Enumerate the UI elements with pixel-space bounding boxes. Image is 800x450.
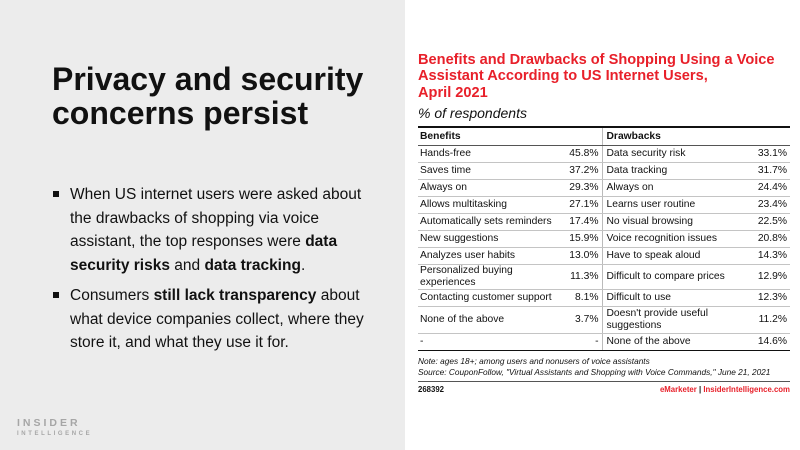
benefit-label: Always on xyxy=(418,179,556,198)
benefit-label: Personalized buying experiences xyxy=(418,264,556,291)
benefits-drawbacks-table: Benefits Drawbacks Hands-free 45.8% Data s… xyxy=(418,125,791,352)
benefits-header: Benefits xyxy=(418,125,602,147)
drawback-percent: 24.4% xyxy=(750,179,791,198)
logo-line-1: INSIDER xyxy=(17,417,81,429)
benefit-percent: 11.3% xyxy=(556,264,602,291)
benefit-label: Allows multitasking xyxy=(418,196,556,215)
benefit-percent: - xyxy=(556,333,602,352)
drawback-percent: 31.7% xyxy=(750,162,791,181)
bullet-emphasis: data tracking xyxy=(204,256,301,274)
benefit-label: - xyxy=(418,333,556,352)
table-row: Contacting customer support 8.1% Difficult… xyxy=(418,289,791,308)
left-panel: Privacy and security concerns persist Wh… xyxy=(0,0,405,450)
benefit-label: Analyzes user habits xyxy=(418,247,556,266)
benefit-percent: 15.9% xyxy=(556,230,602,249)
benefit-label: Saves time xyxy=(418,162,556,181)
slide-title: Privacy and security concerns persist xyxy=(52,61,364,131)
drawback-label: Doesn't provide useful suggestions xyxy=(601,306,750,335)
bullet-text: When US internet users were asked about … xyxy=(70,186,362,250)
table-row: New suggestions 15.9% Voice recognition is… xyxy=(418,230,791,249)
benefit-percent: 13.0% xyxy=(556,247,602,266)
drawback-label: Always on xyxy=(601,179,750,198)
bullet-text: Consumers xyxy=(70,287,154,304)
drawback-label: Difficult to compare prices xyxy=(601,264,750,291)
table-header-row: Benefits Drawbacks xyxy=(418,125,791,147)
bullet-text: about what device companies collect, whe… xyxy=(70,287,364,351)
bullet-text: . xyxy=(300,256,306,274)
chart-panel: Benefits and Drawbacks of Shopping Using… xyxy=(418,52,791,394)
drawback-label: None of the above xyxy=(601,333,750,352)
benefit-percent: 45.8% xyxy=(556,145,602,164)
table-row: None of the above 3.7% Doesn't provide use… xyxy=(418,306,791,335)
chart-note: Note: ages 18+; among users and nonusers… xyxy=(418,356,650,367)
table-row: Personalized buying experiences 11.3% Diff… xyxy=(418,264,791,291)
bullet-item: When US internet users were asked about … xyxy=(52,183,370,277)
benefit-label: Hands-free xyxy=(418,145,556,164)
chart-title: Benefits and Drawbacks of Shopping Using… xyxy=(418,52,790,101)
logo-line-2: INTELLIGENCE xyxy=(17,430,93,437)
bullet-square-icon xyxy=(53,292,59,298)
benefit-percent: 27.1% xyxy=(556,196,602,215)
brand-separator: | xyxy=(698,385,702,395)
table-row: Automatically sets reminders 17.4% No visu… xyxy=(418,213,791,232)
bullet-item: Consumers still lack transparency about … xyxy=(52,284,370,355)
benefit-label: New suggestions xyxy=(418,230,556,249)
table-row: Hands-free 45.8% Data security risk 33.1% xyxy=(418,145,791,164)
drawback-percent: 20.8% xyxy=(750,230,791,249)
benefit-label: None of the above xyxy=(418,306,556,335)
table-row: Always on 29.3% Always on 24.4% xyxy=(418,179,791,198)
chart-notes: Note: ages 18+; among users and nonusers… xyxy=(418,356,790,377)
chart-footer: 268392 eMarketer | InsiderIntelligence.c… xyxy=(418,381,790,394)
bullet-square-icon xyxy=(53,191,59,197)
drawback-label: Learns user routine xyxy=(601,196,750,215)
table-row: Analyzes user habits 13.0% Have to speak a… xyxy=(418,247,791,266)
drawback-percent: 22.5% xyxy=(750,213,791,232)
bullet-emphasis: still lack transparency xyxy=(153,287,317,304)
benefit-label: Contacting customer support xyxy=(418,289,556,308)
benefit-label: Automatically sets reminders xyxy=(418,213,556,232)
drawback-label: Data tracking xyxy=(601,162,750,181)
drawback-label: Difficult to use xyxy=(601,289,750,308)
drawback-label: Have to speak aloud xyxy=(601,247,750,266)
chart-id: 268392 xyxy=(418,385,445,395)
bullet-text: and xyxy=(169,256,205,274)
brand-insider: InsiderIntelligence.com xyxy=(703,385,790,395)
chart-title-line: Assistant According to US Internet Users… xyxy=(418,68,708,85)
table-row: - - None of the above 14.6% xyxy=(418,333,791,352)
chart-subtitle: % of respondents xyxy=(418,104,527,121)
drawback-label: No visual browsing xyxy=(601,213,750,232)
chart-title-line: Benefits and Drawbacks of Shopping Using… xyxy=(418,52,775,68)
drawbacks-header: Drawbacks xyxy=(601,125,791,147)
bullet-emphasis: data security risks xyxy=(70,233,338,274)
benefit-percent: 29.3% xyxy=(556,179,602,198)
chart-title-line: April 2021 xyxy=(418,84,488,101)
drawback-percent: 14.3% xyxy=(750,247,791,266)
drawback-label: Data security risk xyxy=(601,145,750,164)
benefit-percent: 8.1% xyxy=(556,289,602,308)
benefit-percent: 17.4% xyxy=(556,213,602,232)
drawback-percent: 14.6% xyxy=(750,333,791,352)
drawback-label: Voice recognition issues xyxy=(601,230,750,249)
table-row: Saves time 37.2% Data tracking 31.7% xyxy=(418,162,791,181)
chart-brand: eMarketer | InsiderIntelligence.com xyxy=(660,385,790,394)
insider-intelligence-logo: INSIDER INTELLIGENCE xyxy=(17,418,92,437)
benefit-percent: 37.2% xyxy=(556,162,602,181)
benefit-percent: 3.7% xyxy=(556,306,602,335)
chart-source: Source: CouponFollow, "Virtual Assistant… xyxy=(418,366,771,377)
bullet-list: When US internet users were asked about … xyxy=(52,183,370,362)
drawback-percent: 11.2% xyxy=(750,306,791,335)
drawback-percent: 33.1% xyxy=(750,145,791,164)
drawback-percent: 12.3% xyxy=(750,289,791,308)
drawback-percent: 12.9% xyxy=(750,264,791,291)
brand-emarketer: eMarketer xyxy=(659,385,697,395)
table-row: Allows multitasking 27.1% Learns user rout… xyxy=(418,196,791,215)
table-body: Hands-free 45.8% Data security risk 33.1% Sa… xyxy=(418,145,791,352)
drawback-percent: 23.4% xyxy=(750,196,791,215)
